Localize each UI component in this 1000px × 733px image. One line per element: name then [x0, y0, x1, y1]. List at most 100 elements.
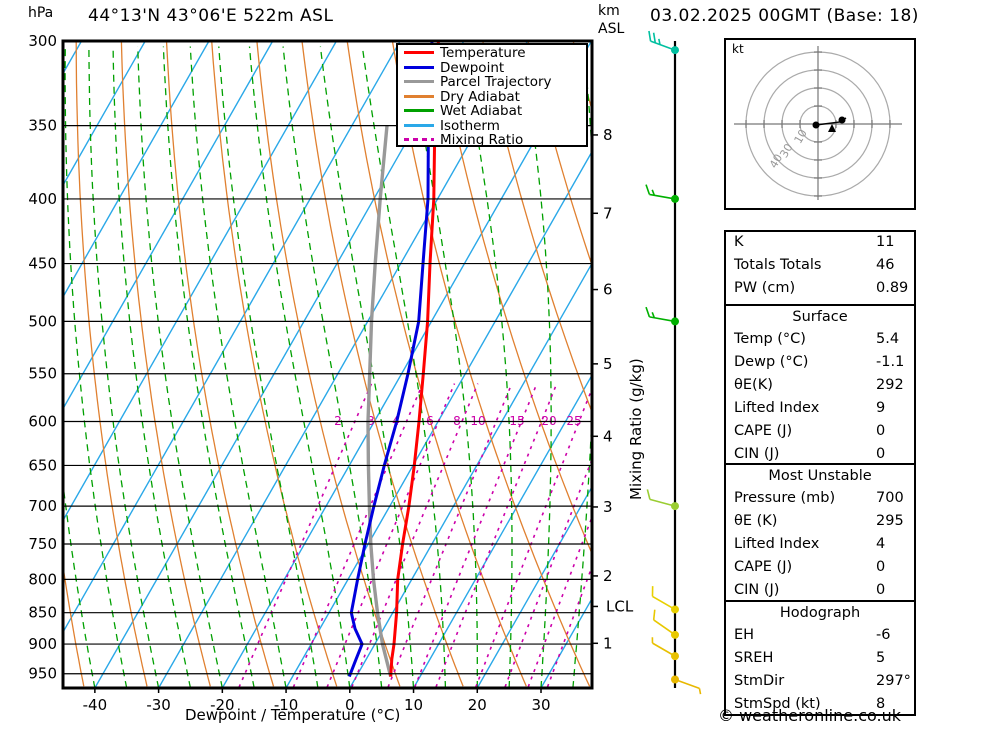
table-row: PW (cm) 0.89: [726, 278, 914, 301]
hodograph-stats-table: Hodograph EH -6 SREH 5 StmDir 297° StmSpd (kt) 8: [724, 600, 916, 716]
row-value: -6: [876, 627, 891, 643]
svg-text:350: 350: [28, 117, 57, 135]
legend-item: Dry Adiabat: [398, 88, 586, 105]
row-label: Lifted Index: [734, 400, 820, 416]
legend-label: Dewpoint: [440, 59, 505, 76]
svg-text:450: 450: [28, 255, 57, 273]
row-label: CAPE (J): [734, 559, 793, 575]
svg-text:1: 1: [603, 634, 613, 652]
svg-text:10: 10: [792, 127, 810, 146]
table-row: θE (K) 295: [726, 511, 914, 534]
row-value: 0: [876, 423, 886, 439]
svg-text:950: 950: [28, 665, 57, 683]
row-value: 4: [876, 536, 886, 552]
mixing-ratio-axis-label: Mixing Ratio (g/kg): [627, 358, 645, 500]
row-label: CIN (J): [734, 446, 780, 462]
svg-text:3: 3: [603, 498, 613, 516]
svg-text:800: 800: [28, 570, 57, 588]
legend-label: Mixing Ratio: [440, 132, 524, 148]
legend-swatch-mixing-ratio: [404, 138, 434, 141]
svg-text:40: 40: [767, 152, 785, 171]
svg-text:5: 5: [603, 355, 613, 373]
row-value: 0: [876, 559, 886, 575]
svg-text:900: 900: [28, 635, 57, 653]
svg-text:7: 7: [603, 204, 613, 222]
legend-item: Parcel Trajectory: [398, 74, 586, 90]
legend-label: Isotherm: [440, 117, 500, 134]
row-label: PW (cm): [734, 280, 796, 296]
row-value: 8: [876, 696, 886, 712]
svg-text:550: 550: [28, 365, 57, 383]
svg-text:300: 300: [28, 32, 57, 50]
row-value: 297°: [876, 673, 911, 689]
legend-swatch-isotherm: [404, 123, 434, 127]
svg-text:LCL: LCL: [606, 597, 634, 615]
legend-label: Parcel Trajectory: [440, 74, 552, 90]
svg-text:2: 2: [603, 567, 613, 585]
legend-swatch-parcel-trajectory: [404, 80, 434, 83]
row-label: Temp (°C): [734, 331, 806, 347]
row-value: 0: [876, 446, 886, 462]
surface-table: Surface Temp (°C) 5.4 Dewp (°C) -1.1 θE(K) 292…: [724, 304, 916, 465]
row-label: Pressure (mb): [734, 490, 836, 506]
wind-barb-column: [645, 30, 702, 695]
svg-text:700: 700: [28, 497, 57, 515]
table-section-title: Surface: [792, 309, 848, 325]
svg-text:4: 4: [603, 427, 613, 445]
svg-text:-20: -20: [210, 696, 235, 714]
row-label: θE (K): [734, 513, 778, 529]
row-label: StmDir: [734, 673, 785, 689]
row-label: SREH: [734, 650, 774, 666]
legend-label: Dry Adiabat: [440, 88, 520, 105]
table-row: EH -6: [726, 625, 914, 648]
svg-text:-30: -30: [146, 696, 171, 714]
legend-item: Mixing Ratio: [398, 132, 586, 148]
pressure-unit-label: hPa: [28, 5, 54, 21]
hodograph-panel[interactable]: 10 30 40 kt: [724, 38, 916, 210]
table-row: Lifted Index 9: [726, 398, 914, 421]
svg-text:850: 850: [28, 604, 57, 622]
table-row: Dewp (°C) -1.1: [726, 352, 914, 375]
page-title: 44°13'N 43°06'E 522m ASL: [88, 6, 334, 26]
legend-label: Temperature: [440, 45, 526, 61]
row-label: EH: [734, 627, 755, 643]
table-row: Pressure (mb) 700: [726, 488, 914, 511]
table-row: StmSpd (kt) 8: [726, 694, 914, 717]
row-label: Totals Totals: [734, 257, 822, 273]
table-row: StmDir 297°: [726, 671, 914, 694]
row-value: 5: [876, 650, 886, 666]
row-value: -1.1: [876, 354, 905, 370]
svg-text:10: 10: [404, 696, 423, 714]
row-value: 292: [876, 377, 904, 393]
svg-text:30: 30: [777, 141, 795, 160]
x-axis-label: Dewpoint / Temperature (°C): [185, 706, 401, 724]
table-row: Lifted Index 4: [726, 534, 914, 557]
row-value: 0: [876, 582, 886, 598]
hodograph-unit-label: kt: [732, 42, 744, 56]
row-label: StmSpd (kt): [734, 696, 821, 712]
svg-text:-10: -10: [274, 696, 299, 714]
svg-text:0: 0: [345, 696, 355, 714]
footer-copyright: © weatheronline.co.uk: [718, 706, 901, 725]
indices-table: K 11 Totals Totals 46 PW (cm) 0.89: [724, 230, 916, 306]
datetime-header: 03.02.2025 00GMT (Base: 18): [650, 6, 919, 26]
table-row: SREH 5: [726, 648, 914, 671]
svg-text:400: 400: [28, 190, 57, 208]
table-row: θE(K) 292: [726, 375, 914, 398]
row-value: 46: [876, 257, 895, 273]
legend-item: Wet Adiabat: [398, 103, 586, 119]
table-section-title: Hodograph: [779, 605, 861, 621]
row-value: 295: [876, 513, 904, 529]
legend-item: Dewpoint: [398, 59, 586, 76]
legend-item: Temperature: [398, 45, 586, 61]
row-label: K: [734, 234, 744, 250]
svg-text:750: 750: [28, 535, 57, 553]
row-value: 9: [876, 400, 886, 416]
svg-text:20: 20: [468, 696, 487, 714]
table-row: CIN (J) 0: [726, 444, 914, 467]
legend: Temperature Dewpoint Parcel Trajectory Dry …: [396, 43, 588, 148]
row-label: Lifted Index: [734, 536, 820, 552]
table-row: K 11: [726, 232, 914, 255]
legend-swatch-wet-adiabat: [404, 109, 434, 112]
